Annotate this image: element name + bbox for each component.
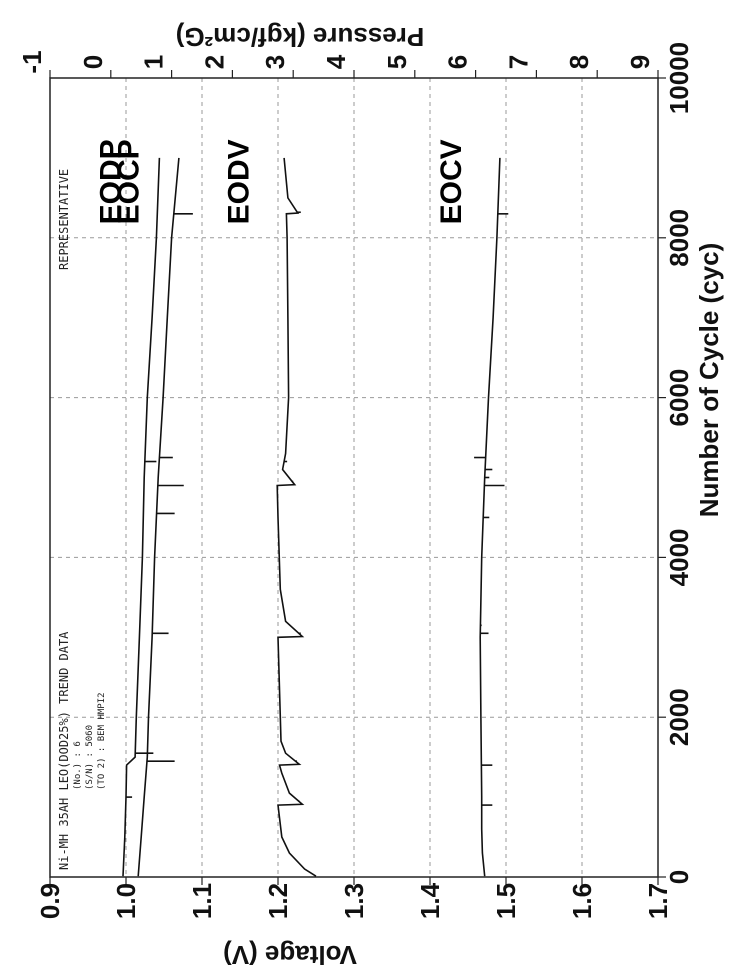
header-left-note: Ni-MH 35AH LEO(DOD25%) TREND DATA [57,631,71,870]
y-right-tick-label: 3 [260,55,290,69]
y-right-tick-label: 5 [382,55,412,69]
y-left-tick-label: 1.1 [187,883,217,919]
series-label-eocp: EOCP [113,139,146,224]
y-right-tick-label: 1 [139,55,169,69]
series-line-eocv [479,157,501,877]
y-left-tick-label: 1.5 [491,883,521,919]
series-line-eocp [137,157,180,877]
gridlines [50,78,658,877]
left-y-axis-title: Voltage (V) [223,940,357,970]
x-tick-label: 8000 [664,209,694,267]
y-right-tick-label: 2 [199,55,229,69]
y-left-tick-label: 1.4 [415,882,445,919]
y-right-tick-label: -1 [17,50,47,73]
x-axis-title: Number of Cycle (cyc) [694,243,724,518]
series-lines [122,157,509,877]
y-left-tick-label: 0.9 [35,883,65,919]
right-y-tick-labels: -1 0 1 2 3 4 5 6 7 8 9 [17,50,655,73]
y-left-tick-label: 1.2 [263,883,293,919]
y-left-tick-label: 1.6 [567,883,597,919]
y-right-tick-label: 0 [78,55,108,69]
series-label-eodp: EODP [95,139,128,224]
y-left-tick-label: 1.7 [643,883,673,919]
left-y-tick-labels: 0.9 1.0 1.1 1.2 1.3 1.4 1.5 1.6 1.7 [35,882,673,919]
right-y-axis-title: Pressure (kgf/cm²G) [176,22,425,52]
series-label-eodv: EODV [222,139,255,224]
info-line-3: (TO 2) : BEM HMPI2 [97,692,107,790]
y-left-tick-label: 1.0 [111,883,141,919]
y-right-tick-label: 6 [443,55,473,69]
series-line-eodv [276,157,317,877]
x-tick-label: 0 [664,870,694,884]
x-tick-labels: 0 2000 4000 6000 8000 10000 [664,42,694,884]
x-tick-label: 6000 [664,369,694,427]
header-right-note: REPRESENTATIVE [57,169,71,270]
x-tick-label: 2000 [664,688,694,746]
series-label-eocv: EOCV [435,139,468,224]
y-right-tick-label: 7 [503,55,533,69]
y-right-tick-label: 8 [564,55,594,69]
plot-frame [49,77,659,878]
info-line-2: (S/N) : 5060 [85,725,95,790]
y-left-tick-label: 1.3 [339,883,369,919]
y-right-tick-label: 4 [321,54,351,69]
x-tick-label: 4000 [664,528,694,586]
axis-ticks [49,70,666,885]
info-line-1: (No.) : 6 [73,741,83,790]
x-tick-label: 10000 [664,42,694,114]
y-right-tick-label: 9 [625,55,655,69]
series-line-eodp [122,157,161,877]
